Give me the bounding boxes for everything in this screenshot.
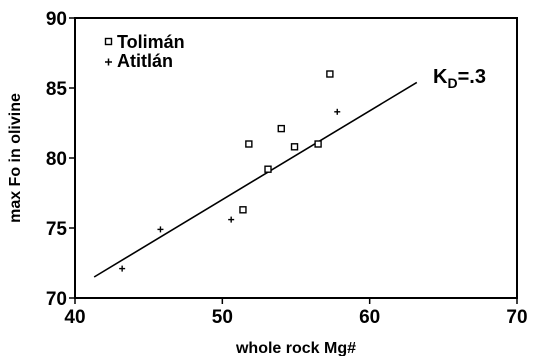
legend-label-atitlan: Atitlán <box>117 51 173 71</box>
point-atitlan <box>119 265 126 272</box>
point-atitlan <box>157 226 164 233</box>
point-toliman <box>264 165 272 173</box>
y-tick-label: 85 <box>46 79 68 100</box>
y-tick-label: 70 <box>46 289 67 310</box>
tick-labels: 40 50 60 70 70 75 80 85 90 <box>46 9 528 328</box>
point-toliman <box>290 143 299 151</box>
kd-reference-line <box>93 81 418 278</box>
point-toliman <box>314 140 322 148</box>
point-toliman <box>326 70 334 78</box>
y-tick-label: 90 <box>46 9 67 30</box>
point-atitlan <box>334 108 341 115</box>
kd-annotation: KD=.3 <box>433 66 486 91</box>
legend: Tolimán Atitlán <box>104 32 185 71</box>
point-toliman <box>239 206 247 214</box>
legend-marker-toliman <box>104 37 113 46</box>
x-axis-title: whole rock Mg# <box>235 340 356 356</box>
point-toliman <box>245 140 253 148</box>
point-atitlan <box>228 216 235 223</box>
data-points <box>119 70 341 272</box>
legend-marker-atitlan <box>105 58 112 66</box>
point-toliman <box>277 124 285 133</box>
legend-label-toliman: Tolimán <box>117 32 185 52</box>
x-tick-label: 70 <box>506 307 527 328</box>
y-axis-title: max Fo in olivine <box>7 93 24 223</box>
y-tick-label: 75 <box>46 219 68 240</box>
axis-ticks <box>69 17 518 304</box>
x-tick-label: 60 <box>359 307 380 328</box>
y-tick-label: 80 <box>46 149 67 170</box>
x-tick-label: 50 <box>212 307 233 328</box>
x-tick-label: 40 <box>64 307 85 328</box>
